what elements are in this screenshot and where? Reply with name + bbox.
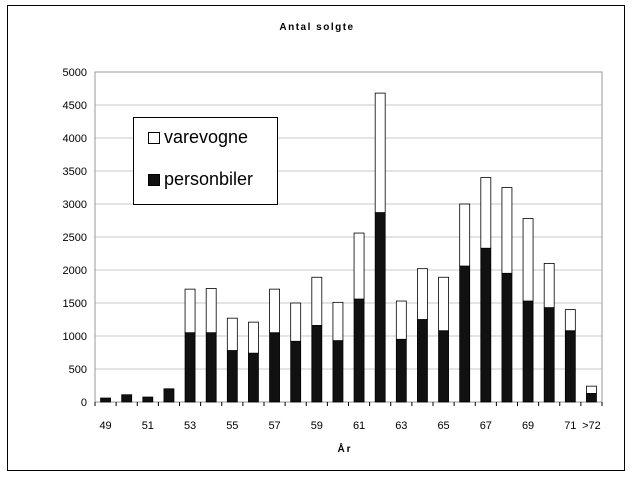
legend-label-varevogne: varevogne xyxy=(164,127,249,147)
bar-varevogne->72 xyxy=(586,385,597,394)
x-tick-label: 63 xyxy=(395,420,407,432)
y-tick-label: 5000 xyxy=(63,67,87,79)
bar-personbiler-50 xyxy=(121,394,133,403)
bar-varevogne-69 xyxy=(522,218,534,302)
bar-personbiler-65 xyxy=(438,330,449,403)
bar-personbiler-62 xyxy=(374,212,386,403)
bar-personbiler-68 xyxy=(501,272,513,403)
bar-varevogne-63 xyxy=(395,300,407,340)
legend: varevogne personbiler xyxy=(133,117,278,205)
y-tick-label: 3000 xyxy=(63,199,87,211)
chart-frame: Antal solgte 0 500 1000 1500 2000 2500 3000 350… xyxy=(7,5,625,471)
x-tick-label: 49 xyxy=(99,420,111,432)
bar-varevogne-62 xyxy=(374,92,386,213)
legend-item-varevogne: varevogne xyxy=(148,127,248,148)
bar-varevogne-65 xyxy=(438,276,449,332)
bar-varevogne-54 xyxy=(205,288,217,334)
bar-personbiler-58 xyxy=(290,340,302,403)
legend-swatch-personbiler xyxy=(148,173,160,186)
bar-personbiler->72 xyxy=(586,393,597,403)
x-tick-label: 61 xyxy=(353,420,365,432)
bar-varevogne-53 xyxy=(184,288,196,334)
bar-varevogne-58 xyxy=(290,302,302,342)
bar-varevogne-68 xyxy=(501,187,513,274)
bar-personbiler-55 xyxy=(226,350,238,403)
x-tick-label: 65 xyxy=(437,420,449,432)
bar-personbiler-60 xyxy=(332,340,344,403)
bar-varevogne-70 xyxy=(543,262,555,309)
bar-personbiler-59 xyxy=(311,325,323,403)
bar-varevogne-66 xyxy=(459,203,471,267)
y-tick-label: 1500 xyxy=(63,298,87,310)
legend-item-personbiler: personbiler xyxy=(148,169,253,190)
bar-varevogne-55 xyxy=(226,317,238,351)
x-tick-label: 51 xyxy=(142,420,154,432)
bar-varevogne-61 xyxy=(353,232,365,300)
x-tick-label: 69 xyxy=(522,420,534,432)
x-tick-label: 71 xyxy=(564,420,576,432)
x-tick-label: 57 xyxy=(268,420,280,432)
bar-personbiler-64 xyxy=(417,319,428,403)
bar-personbiler-54 xyxy=(205,332,217,403)
bar-varevogne-56 xyxy=(248,321,259,354)
x-axis-label: År xyxy=(337,442,352,455)
bar-personbiler-61 xyxy=(353,298,365,403)
bar-varevogne-67 xyxy=(480,177,492,249)
x-tick-label: 59 xyxy=(311,420,323,432)
bar-personbiler-71 xyxy=(564,330,576,403)
bar-personbiler-53 xyxy=(184,332,196,403)
legend-label-personbiler: personbiler xyxy=(164,169,254,189)
y-tick-label: 500 xyxy=(69,364,87,376)
bar-personbiler-49 xyxy=(100,397,111,403)
x-tick-label: >72 xyxy=(582,420,601,432)
legend-swatch-varevogne xyxy=(148,131,160,144)
y-tick-label: 3500 xyxy=(63,166,87,178)
y-tick-label: 4000 xyxy=(63,133,87,145)
y-tick-label: 2500 xyxy=(63,232,87,244)
bar-personbiler-57 xyxy=(269,332,280,403)
y-tick-label: 0 xyxy=(81,397,87,409)
bar-varevogne-71 xyxy=(564,309,576,332)
y-tick-label: 4500 xyxy=(63,100,87,112)
bar-personbiler-63 xyxy=(395,338,407,403)
bar-varevogne-64 xyxy=(417,268,428,320)
y-tick-label: 1000 xyxy=(63,331,87,343)
bar-personbiler-67 xyxy=(480,247,492,403)
chart-svg: Antal solgte 0 500 1000 1500 2000 2500 3000 350… xyxy=(63,22,603,455)
bar-varevogne-57 xyxy=(269,288,280,334)
y-tick-label: 2000 xyxy=(63,265,87,277)
bar-varevogne-60 xyxy=(332,301,344,342)
x-tick-label: 67 xyxy=(480,420,492,432)
chart-title: Antal solgte xyxy=(279,22,354,33)
bar-personbiler-51 xyxy=(142,396,154,403)
x-tick-label: 55 xyxy=(226,420,238,432)
bar-personbiler-52 xyxy=(163,388,175,403)
bar-personbiler-56 xyxy=(248,352,259,403)
x-tick-label: 53 xyxy=(184,420,196,432)
bar-personbiler-69 xyxy=(522,300,534,403)
bar-personbiler-66 xyxy=(459,265,471,403)
bar-personbiler-70 xyxy=(543,307,555,403)
bar-varevogne-59 xyxy=(311,276,323,326)
